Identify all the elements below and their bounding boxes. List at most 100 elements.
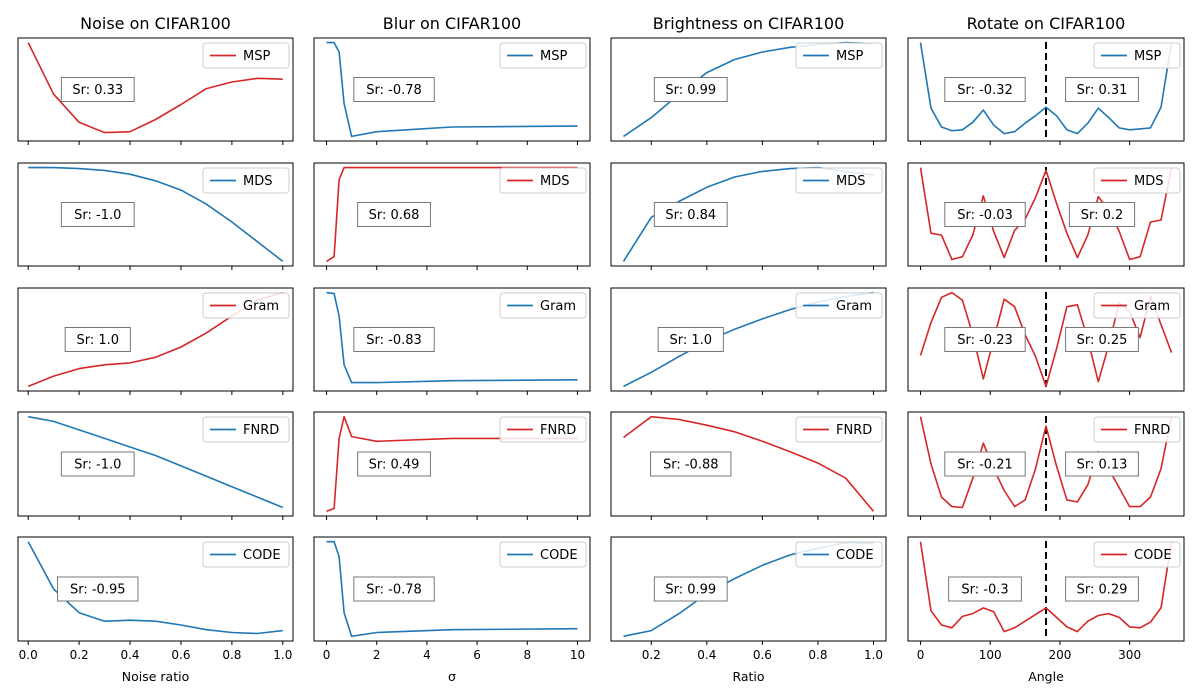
legend-label: MSP (540, 49, 567, 64)
series-line-fnrd (28, 415, 284, 509)
axes-frame (17, 536, 294, 642)
x-axis-label-0: Noise ratio (122, 669, 189, 684)
axes-frame (907, 287, 1185, 392)
sr-annotation: Sr: -0.78 (366, 583, 422, 598)
panel-r4-c0: 0.0 0.2 0.4 0.6 0.8 1.0 CODE Sr: -0.95 (17, 536, 294, 662)
legend-label: Gram (1134, 299, 1170, 314)
axes-frame (907, 37, 1185, 142)
axes-frame (313, 536, 591, 642)
series-line-msp (27, 42, 283, 134)
x-tick-label: 300 (1118, 648, 1141, 662)
legend-box (1093, 167, 1181, 194)
legend-box (499, 167, 587, 194)
legend-box (795, 167, 883, 194)
sr-box (1065, 451, 1139, 477)
sr-annotation: Sr: -0.78 (366, 83, 422, 98)
x-tick-label: 4 (423, 648, 431, 662)
sr-box (944, 202, 1026, 227)
x-tick-label: 200 (1048, 648, 1071, 662)
axes-frame (313, 287, 591, 392)
column-title-1: Blur on CIFAR100 (383, 14, 521, 33)
sr-box (653, 202, 728, 227)
legend-box (202, 292, 290, 319)
legend-box (1093, 42, 1181, 69)
sr-annotation: Sr: -0.83 (366, 333, 422, 348)
panel-r2-c1: Gram Sr: -0.83 (313, 287, 591, 395)
legend-box (499, 42, 587, 69)
legend-label: MDS (836, 174, 865, 189)
legend-label: CODE (243, 548, 281, 563)
legend-box (1093, 416, 1181, 443)
sr-annotation: Sr: 1.0 (669, 333, 712, 348)
sr-annotation: Sr: 0.99 (665, 83, 716, 98)
sr-box (1068, 202, 1136, 227)
sr-box (64, 327, 131, 352)
panel-r4-c2: 0.2 0.4 0.6 0.8 1.0 CODE Sr: 0.99 (610, 536, 887, 662)
axes-frame (610, 536, 887, 642)
x-tick-label: 1.0 (273, 648, 292, 662)
panel-r4-c1: 0 2 4 6 8 10 CODE Sr: -0.78 (313, 536, 591, 662)
legend-box (1093, 541, 1181, 568)
sr-annotation: Sr: -1.0 (74, 458, 121, 473)
axes-frame (17, 37, 294, 142)
x-axis-label-1: σ (448, 669, 456, 684)
sr-annotation: Sr: -1.0 (74, 208, 121, 223)
sr-annotation: Sr: 0.84 (665, 208, 716, 223)
x-tick-label: 8 (523, 648, 531, 662)
sr-box (357, 202, 431, 227)
panel-r1-c1: MDS Sr: 0.68 (313, 162, 591, 270)
series-line-fnrd (623, 415, 875, 512)
sr-box (948, 576, 1022, 602)
series-line-code (326, 540, 578, 638)
sr-box (1065, 327, 1139, 352)
sr-annotation: Sr: -0.23 (957, 333, 1013, 348)
axes-frame (313, 162, 591, 267)
sr-box (1065, 77, 1139, 102)
legend-box (499, 416, 587, 443)
series-line-mds (326, 166, 578, 263)
sr-annotation: Sr: 0.68 (369, 208, 420, 223)
legend-label: MSP (836, 49, 863, 64)
axes-frame (17, 287, 294, 392)
x-axis-label-2: Ratio (732, 669, 764, 684)
legend-label: MSP (243, 49, 270, 64)
sr-annotation: Sr: 0.31 (1077, 83, 1128, 98)
axes-frame (610, 162, 887, 267)
legend-box (202, 42, 290, 69)
x-tick-label: 2 (373, 648, 381, 662)
sr-annotation: Sr: 0.25 (1077, 333, 1128, 348)
legend-label: MDS (1134, 174, 1163, 189)
sr-annotation: Sr: 0.49 (369, 458, 420, 473)
panel-r3-c0: FNRD Sr: -1.0 (17, 411, 294, 520)
legend-label: CODE (540, 548, 578, 563)
panel-r0-c1: MSP Sr: -0.78 (313, 37, 591, 145)
legend-label: FNRD (540, 423, 576, 438)
panel-r3-c2: FNRD Sr: -0.88 (610, 411, 887, 520)
legend-box (795, 292, 883, 319)
legend-label: Gram (540, 299, 576, 314)
sr-box (57, 576, 139, 602)
legend-label: FNRD (836, 423, 872, 438)
column-title-0: Noise on CIFAR100 (80, 14, 231, 33)
axes-frame (610, 287, 887, 392)
axes-frame (313, 411, 591, 517)
legend-box (1093, 292, 1181, 319)
series-line-gram (326, 291, 578, 384)
axes-frame (907, 411, 1185, 517)
series-line-mds (28, 166, 284, 263)
legend-label: CODE (1134, 548, 1172, 563)
series-line-fnrd (919, 416, 1173, 509)
legend-label: FNRD (1134, 423, 1170, 438)
axes-frame (610, 411, 887, 517)
x-tick-label: 0 (323, 648, 331, 662)
panel-r1-c2: MDS Sr: 0.84 (610, 162, 887, 270)
panel-r2-c0: Gram Sr: 1.0 (17, 287, 294, 395)
panel-r1-c3: MDS Sr: -0.03 Sr: 0.2 (907, 162, 1185, 270)
x-tick-label: 10 (570, 648, 585, 662)
sr-annotation: Sr: 0.29 (1077, 583, 1128, 598)
sr-box (353, 327, 435, 352)
sr-annotation: Sr: 1.0 (76, 333, 119, 348)
panel-r0-c3: MSP Sr: -0.32 Sr: 0.31 (907, 37, 1185, 145)
sr-box (944, 451, 1026, 477)
